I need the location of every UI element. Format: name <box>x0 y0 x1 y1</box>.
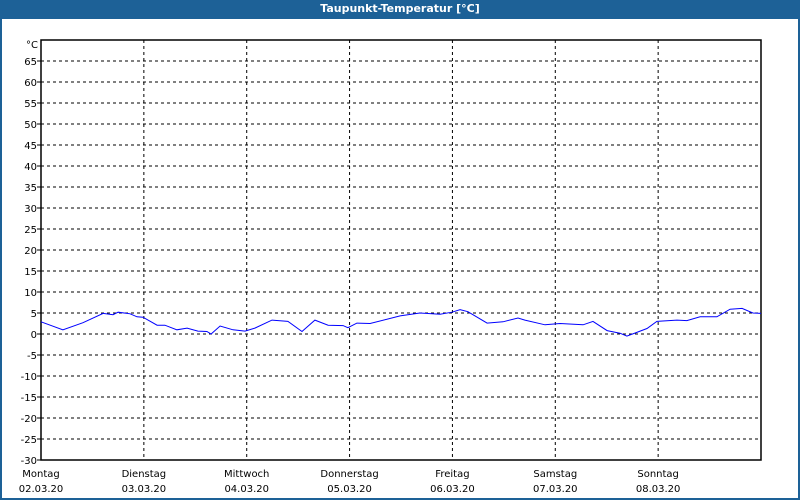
x-date-label: 08.03.20 <box>636 484 681 495</box>
plot-border <box>40 39 762 461</box>
x-date-label: 06.03.20 <box>430 484 475 495</box>
x-day-label: Samstag <box>533 469 577 480</box>
dewpoint-series-line <box>40 307 762 337</box>
x-day-label: Freitag <box>435 469 469 480</box>
y-tick-label: 0 <box>31 330 37 341</box>
x-day-label: Montag <box>22 469 59 480</box>
x-day-label: Donnerstag <box>320 469 378 480</box>
y-tick-label: 25 <box>24 225 37 236</box>
x-day-label: Dienstag <box>122 469 167 480</box>
y-tick-label: -10 <box>21 372 37 383</box>
y-tick-label: 60 <box>24 78 37 89</box>
x-day-label: Sonntag <box>637 469 679 480</box>
y-tick-label: 45 <box>24 141 37 152</box>
y-tick-label: 35 <box>24 183 37 194</box>
y-tick-label: -20 <box>21 414 37 425</box>
x-date-label: 02.03.20 <box>19 484 64 495</box>
y-tick-label: 5 <box>31 309 37 320</box>
x-day-label: Mittwoch <box>224 469 269 480</box>
y-tick-label: 65 <box>24 57 37 68</box>
x-date-label: 03.03.20 <box>122 484 167 495</box>
y-tick-label: -15 <box>21 393 37 404</box>
y-tick-label: 10 <box>24 288 37 299</box>
y-tick-label: -30 <box>21 456 37 467</box>
x-date-label: 07.03.20 <box>533 484 578 495</box>
y-tick-label: -25 <box>21 435 37 446</box>
y-tick-label: 55 <box>24 99 37 110</box>
y-tick-label: 15 <box>24 267 37 278</box>
y-tick-label: -5 <box>27 351 37 362</box>
y-unit-label: °C <box>26 40 38 51</box>
y-tick-label: 40 <box>24 162 37 173</box>
chart-title: Taupunkt-Temperatur [°C] <box>2 0 798 19</box>
x-date-label: 05.03.20 <box>327 484 372 495</box>
y-tick-label: 30 <box>24 204 37 215</box>
x-date-label: 04.03.20 <box>224 484 269 495</box>
y-tick-label: 20 <box>24 246 37 257</box>
y-tick-label: 50 <box>24 120 37 131</box>
